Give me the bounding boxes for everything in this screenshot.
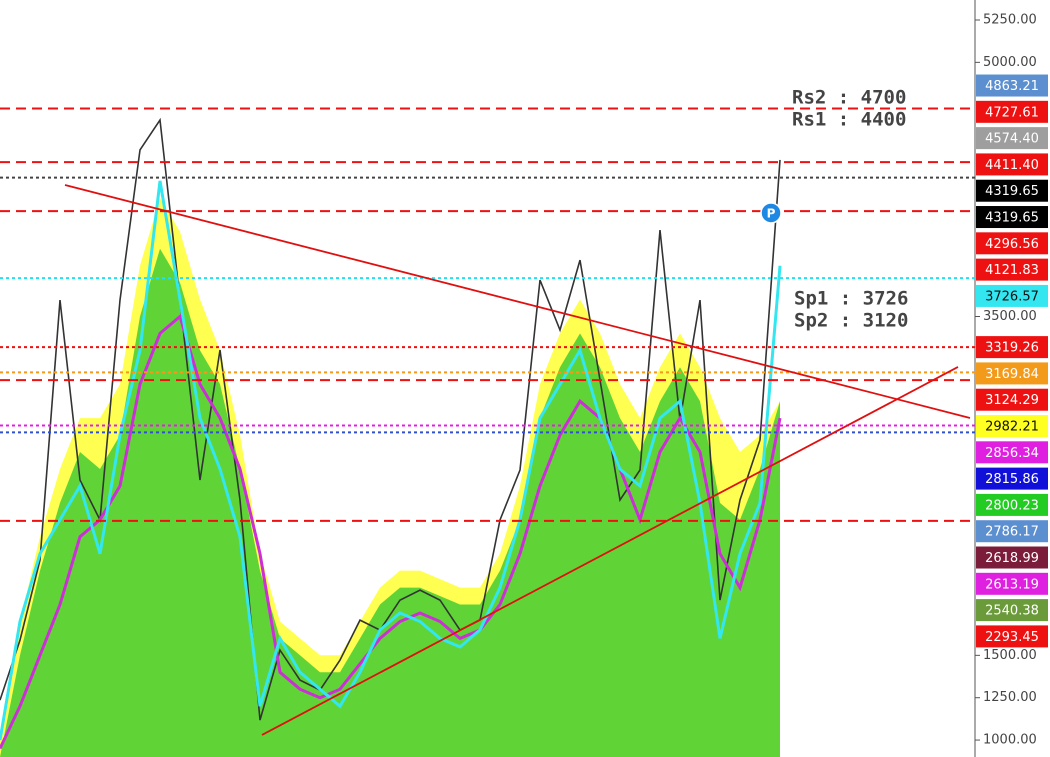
line — [0, 117, 781, 721]
y-tick-label: 5250.00 — [983, 12, 1037, 27]
line — [0, 313, 782, 750]
annotation: Sp2 : 3120 — [794, 310, 908, 332]
price-badge-label: 2613.19 — [985, 577, 1039, 592]
price-badge-label: 4319.65 — [985, 211, 1039, 226]
price-badge-label: 4863.21 — [985, 79, 1039, 94]
price-badge — [976, 232, 1048, 255]
price-badge-label: 2293.45 — [985, 630, 1039, 645]
price-badge-label: 2786.17 — [985, 525, 1039, 540]
price-badge — [976, 388, 1048, 411]
price-badge-label: 4574.40 — [985, 132, 1039, 147]
price-badge — [976, 546, 1048, 569]
price-badge-label: 4411.40 — [985, 158, 1039, 173]
price-badge — [976, 415, 1048, 438]
price-badge-label: 4319.65 — [985, 184, 1039, 199]
price-badge — [976, 74, 1048, 97]
y-tick-label: 1000.00 — [983, 733, 1037, 748]
y-tick-label: 5000.00 — [983, 55, 1037, 70]
price-badge — [976, 127, 1048, 150]
price-badge — [976, 599, 1048, 622]
price-badge-label: 2618.99 — [985, 551, 1039, 566]
line — [0, 180, 782, 741]
trendline — [261, 366, 959, 736]
annotation: Sp1 : 3726 — [794, 288, 908, 310]
price-badge-label: 3319.26 — [985, 341, 1039, 356]
price-badge — [976, 206, 1048, 229]
price-badge — [976, 520, 1048, 543]
price-badge — [976, 179, 1048, 202]
price-badge-label: 3124.29 — [985, 393, 1039, 408]
annotation: Rs2 : 4700 — [792, 87, 906, 109]
y-tick-label: 1500.00 — [983, 648, 1037, 663]
price-badge — [976, 336, 1048, 359]
price-badge-label: 2815.86 — [985, 472, 1039, 487]
price-badge-label: 3169.84 — [985, 367, 1039, 382]
price-badge — [976, 467, 1048, 490]
price-badge-label: 2800.23 — [985, 498, 1039, 513]
price-badge — [976, 258, 1048, 281]
price-badge-label: 2856.34 — [985, 446, 1039, 461]
price-badge — [976, 625, 1048, 648]
price-badge-label: 4727.61 — [985, 105, 1039, 120]
price-badge — [976, 572, 1048, 595]
price-badge — [976, 100, 1048, 123]
price-badge-label: 3726.57 — [985, 289, 1039, 304]
price-badge-label: 2540.38 — [985, 604, 1039, 619]
price-badge-label: 2982.21 — [985, 420, 1039, 435]
price-badge — [976, 153, 1048, 176]
price-badge — [976, 362, 1048, 385]
area — [0, 248, 780, 757]
trendline — [64, 184, 971, 419]
price-badge-label: 4121.83 — [985, 263, 1039, 278]
price-badge — [976, 493, 1048, 516]
y-tick-label: 3500.00 — [983, 309, 1037, 324]
marker-label: P — [767, 206, 776, 220]
y-tick-label: 1250.00 — [983, 690, 1037, 705]
marker — [760, 202, 782, 224]
price-badge-label: 4296.56 — [985, 237, 1039, 252]
annotation: Rs1 : 4400 — [792, 109, 906, 131]
price-badge — [976, 284, 1048, 307]
price-badge — [976, 441, 1048, 464]
